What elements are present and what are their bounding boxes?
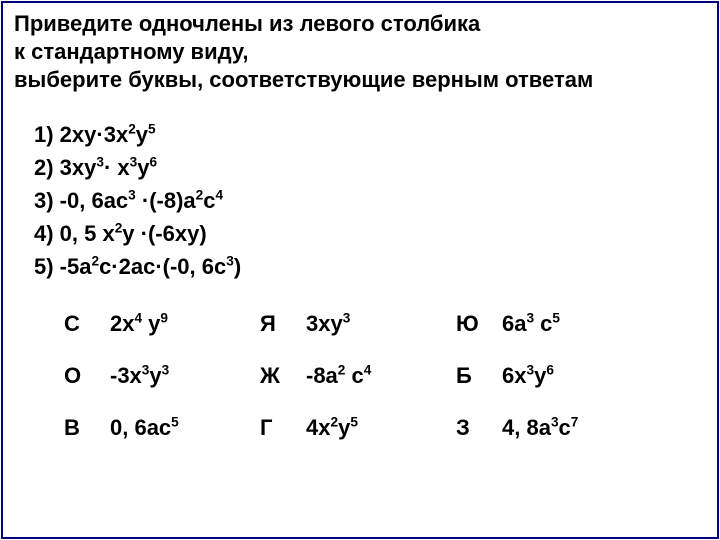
answer-part: -3x [110,363,142,388]
answer-expr: 6x3y6 [502,363,642,389]
answer-letter: Ю [456,311,492,337]
title-line-3: выберите буквы, соответствующие верным о… [14,67,593,92]
border-right [717,1,719,539]
answer-part: y [338,415,350,440]
border-top [1,1,719,3]
answer-part: 2x [110,311,134,336]
answer-sup: 7 [571,415,579,430]
problem-expr: 2xy·3x [54,122,129,147]
answer-part: 4, 8a [502,415,551,440]
problem-sup: 3 [226,254,234,269]
answer-letter: В [64,415,100,441]
answer-sup: 5 [171,415,179,430]
problem-expr: ) [234,254,241,279]
answer-letter: З [456,415,492,441]
answer-sup: 3 [162,363,170,378]
answers-block: С 2x4 y9 Я 3xy3 Ю 6a3 c5 О -3x3y3 Ж -8a2… [14,311,706,441]
problem-sup: 4 [215,188,223,203]
problem-expr: -5a [54,254,92,279]
answer-part: 0, 6ac [110,415,171,440]
problem-number: 2) [34,155,54,180]
answer-sup: 3 [526,363,534,378]
problem-row: 2) 3xy3· x3y6 [34,151,706,184]
answer-expr: 6a3 c5 [502,311,642,337]
answer-letter: Я [260,311,296,337]
answer-expr: 2x4 y9 [110,311,250,337]
answer-part: y [534,363,546,388]
problem-expr: -0, 6ac [54,188,129,213]
answer-letter: С [64,311,100,337]
title-line-2: к стандартному виду, [14,39,249,64]
answer-part: 6x [502,363,526,388]
answer-part: c [559,415,571,440]
problem-number: 5) [34,254,54,279]
answer-letter: Ж [260,363,296,389]
answer-sup: 5 [552,311,560,326]
answer-sup: 3 [551,415,559,430]
problem-expr: y ·(-6xy) [122,221,206,246]
answer-sup: 3 [526,311,534,326]
problem-number: 1) [34,122,54,147]
answer-letter: Б [456,363,492,389]
problem-row: 1) 2xy·3x2y5 [34,118,706,151]
answer-sup: 3 [343,311,351,326]
answer-sup: 5 [350,415,358,430]
answer-expr: 4, 8a3c7 [502,415,642,441]
problem-sup: 3 [96,155,104,170]
title-block: Приведите одночлены из левого столбика к… [14,10,706,94]
problems-list: 1) 2xy·3x2y5 2) 3xy3· x3y6 3) -0, 6ac3 ·… [14,118,706,283]
answer-letter: О [64,363,100,389]
problem-expr: y [137,155,149,180]
answer-sup: 2 [330,415,338,430]
problem-expr: ·(-8)a [136,188,196,213]
content-area: Приведите одночлены из левого столбика к… [14,10,706,441]
answer-sup: 4 [364,363,372,378]
problem-expr: 3xy [54,155,97,180]
problem-number: 4) [34,221,54,246]
answer-part: y [142,311,160,336]
problem-row: 4) 0, 5 x2y ·(-6xy) [34,217,706,250]
answer-part: -8a [306,363,338,388]
answers-grid: С 2x4 y9 Я 3xy3 Ю 6a3 c5 О -3x3y3 Ж -8a2… [64,311,676,441]
answer-expr: -8a2 c4 [306,363,446,389]
answer-part: 3xy [306,311,343,336]
answer-sup: 6 [546,363,554,378]
answer-expr: 0, 6ac5 [110,415,250,441]
slide: Приведите одночлены из левого столбика к… [0,0,720,540]
answer-part: 6a [502,311,526,336]
answer-letter: Г [260,415,296,441]
problem-row: 3) -0, 6ac3 ·(-8)a2c4 [34,184,706,217]
answer-part: c [534,311,552,336]
title-line-1: Приведите одночлены из левого столбика [14,11,480,36]
problem-sup: 5 [148,122,156,137]
border-left [1,1,3,539]
answer-expr: -3x3y3 [110,363,250,389]
answer-part: 4x [306,415,330,440]
problem-number: 3) [34,188,54,213]
problem-sup: 6 [149,155,157,170]
problem-expr: c·2ac·(-0, 6c [99,254,226,279]
problem-row: 5) -5a2c·2ac·(-0, 6c3) [34,250,706,283]
answer-expr: 4x2y5 [306,415,446,441]
answer-part: y [149,363,161,388]
answer-sup: 4 [134,311,142,326]
answer-expr: 3xy3 [306,311,446,337]
problem-expr: c [203,188,215,213]
problem-sup: 3 [128,188,136,203]
answer-part: c [345,363,363,388]
problem-expr: 0, 5 x [54,221,115,246]
problem-sup: 2 [128,122,136,137]
border-bottom [1,537,719,539]
answer-sup: 9 [160,311,168,326]
problem-expr: y [136,122,148,147]
problem-expr: · x [104,155,130,180]
problem-sup: 2 [91,254,99,269]
